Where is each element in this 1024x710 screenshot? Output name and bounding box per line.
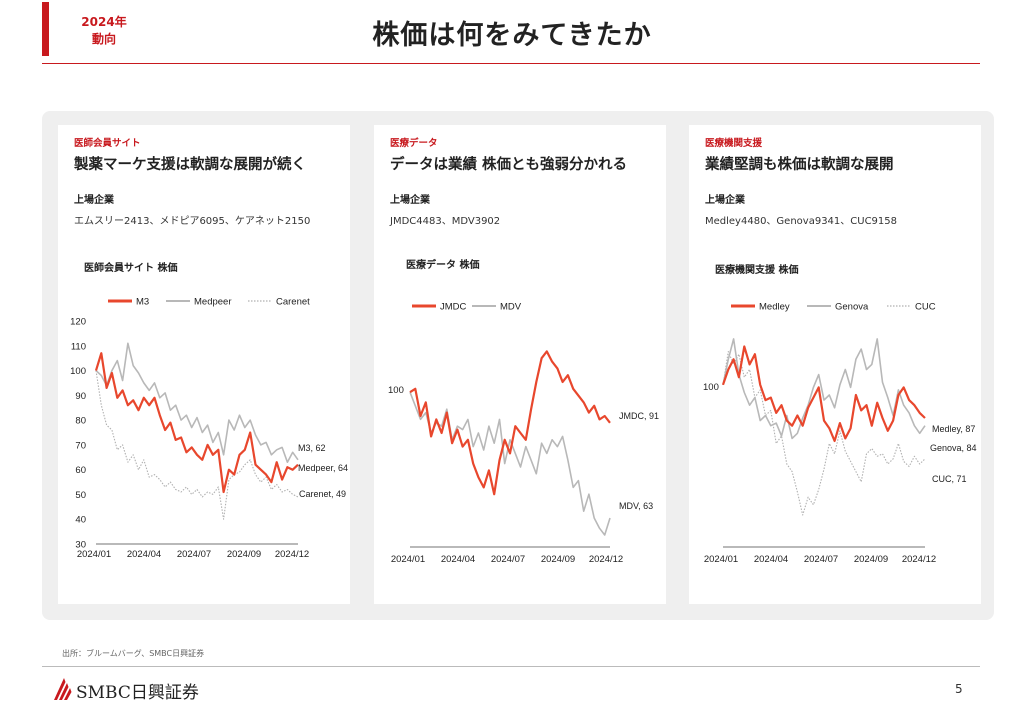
chart-title: 医療機関支援 株価 [715,265,799,276]
listed-companies: JMDC4483、MDV3902 [390,216,501,227]
series-line-jmdc [409,350,611,496]
x-tick-label: 2024/07 [804,554,838,565]
x-tick-label: 2024/12 [589,554,623,565]
y-tick-label: 100 [703,382,719,393]
y-tick-label: 40 [75,515,86,526]
card-medical-data: 医療データ データは業績 株価とも強弱分かれる 上場企業 JMDC4483、MD… [374,125,666,604]
x-tick-label: 2024/01 [391,554,425,565]
y-tick-label: 100 [70,366,86,377]
end-label-medley: Medley, 87 [932,424,975,434]
card-headline: 業績堅調も株価は軟調な展開 [705,157,894,173]
card-category: 医療データ [390,138,438,149]
y-tick-label: 50 [75,490,86,501]
card-doctor-sites: 医師会員サイト 製薬マーケ支援は軟調な展開が続く 上場企業 エムスリー2413、… [58,125,350,604]
end-label-medpeer: Medpeer, 64 [298,463,348,473]
section-tag-bar [42,2,49,56]
listed-companies: エムスリー2413、メドピア6095、ケアネット2150 [74,216,311,227]
series-line-mdv [409,391,611,536]
card-headline: データは業績 株価とも強弱分かれる [390,157,628,173]
company-logo: SMBC日興証券 [52,676,242,704]
y-tick-label: 120 [70,317,86,328]
x-tick-label: 2024/04 [754,554,788,565]
chart-title: 医師会員サイト 株価 [84,263,178,274]
x-tick-label: 2024/09 [541,554,575,565]
end-label-cuc: CUC, 71 [932,474,967,484]
x-tick-label: 2024/04 [441,554,475,565]
card-hospital-support: 医療機関支援 業績堅調も株価は軟調な展開 上場企業 Medley4480、Gen… [689,125,981,604]
legend-label-cuc: CUC [915,302,936,313]
x-tick-label: 2024/04 [127,549,161,560]
x-tick-label: 2024/12 [275,549,309,560]
y-tick-label: 70 [75,440,86,451]
logo-mark-icon [54,678,72,700]
card-category: 医師会員サイト [74,138,141,149]
y-tick-label: 110 [71,341,86,352]
x-tick-label: 2024/09 [854,554,888,565]
x-tick-label: 2024/07 [491,554,525,565]
stock-chart-medical-data: JMDC MDV 100 2024/01 2024/04 2024/07 2024/09 20… [388,302,659,566]
x-tick-label: 2024/12 [902,554,936,565]
y-tick-label: 30 [75,540,86,551]
x-tick-label: 2024/09 [227,549,261,560]
section-tag-label: 動向 [91,32,116,46]
listed-companies-label: 上場企業 [390,195,430,206]
series-line-medley [721,345,926,443]
legend-label-m3: M3 [136,297,149,308]
listed-companies-label: 上場企業 [74,195,114,206]
footer-divider [42,666,980,667]
y-tick-label: 60 [75,465,86,476]
end-label-mdv: MDV, 63 [619,501,653,511]
listed-companies-label: 上場企業 [705,195,745,206]
series-line-medpeer [95,342,299,464]
y-tick-label: 90 [75,391,86,402]
y-tick-label: 80 [75,416,86,427]
card-category: 医療機関支援 [705,138,763,149]
y-tick-label: 100 [388,385,404,396]
series-line-cuc [722,351,926,516]
legend-label-mdv: MDV [500,302,522,313]
section-tag: 2024年 動向 [74,14,134,48]
source-note: 出所：ブルームバーグ、SMBC日興証券 [62,649,205,658]
card-headline: 製薬マーケ支援は軟調な展開が続く [74,157,306,173]
legend-label-genova: Genova [835,302,869,313]
legend-label-carenet: Carenet [276,297,310,308]
stock-chart-hospital-support: Medley Genova CUC 100 2024/01 2024/04 2024/07 2… [703,302,977,566]
end-label-m3: M3, 62 [298,443,326,453]
page-number: 5 [955,682,963,696]
series-line-carenet [95,370,299,520]
stock-chart-doctor-sites: M3 Medpeer Carenet 30 40 50 60 70 80 90 100 110 120 2… [70,297,348,561]
page-title: 株価は何をみてきたか [372,20,652,51]
chart-title: 医療データ 株価 [406,260,480,271]
series-line-genova [722,338,926,440]
end-label-genova: Genova, 84 [930,443,977,453]
series-line-m3 [94,352,299,494]
x-tick-label: 2024/01 [704,554,738,565]
legend-label-medpeer: Medpeer [194,297,232,308]
end-label-jmdc: JMDC, 91 [619,411,659,421]
logo-text: SMBC日興証券 [76,683,199,703]
listed-companies: Medley4480、Genova9341、CUC9158 [705,216,898,227]
section-tag-year: 2024年 [81,15,127,29]
end-label-carenet: Carenet, 49 [299,489,346,499]
legend-label-medley: Medley [759,302,790,313]
x-tick-label: 2024/01 [77,549,111,560]
x-tick-label: 2024/07 [177,549,211,560]
legend-label-jmdc: JMDC [440,302,467,313]
title-divider [42,63,980,64]
